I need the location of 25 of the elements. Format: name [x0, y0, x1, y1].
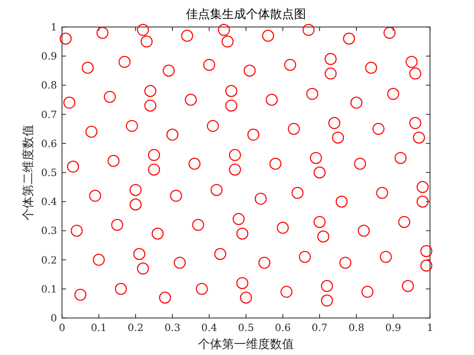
y-tick-label: 0.6 [41, 138, 57, 150]
x-tick-label: 0.6 [274, 323, 291, 334]
x-tick-label: 0.1 [90, 323, 107, 334]
y-tick-label: 0.7 [41, 110, 57, 121]
y-tick-label: 0.3 [41, 226, 57, 238]
x-tick-label: 0.5 [238, 323, 254, 334]
x-tick-label: 0.2 [128, 323, 144, 334]
y-tick-label: 0.4 [41, 197, 57, 208]
x-tick-label: 0.7 [312, 323, 328, 334]
y-tick-label: 0.1 [41, 284, 57, 296]
y-tick-label: 1 [50, 22, 57, 34]
x-axis-title: 个体第一维度数值 [198, 337, 294, 351]
x-tick-label: 0.9 [385, 323, 402, 334]
y-tick-label: 0.5 [41, 168, 57, 179]
x-tick-label: 0.8 [348, 323, 364, 334]
y-tick-label: 0 [50, 314, 57, 324]
x-tick-label: 1 [426, 323, 434, 334]
y-tick-label: 0.2 [41, 255, 57, 266]
y-tick-label: 0.9 [41, 52, 57, 63]
x-tick-label: 0 [58, 323, 66, 334]
y-axis-title: 个体第二维度数值 [21, 124, 35, 220]
x-tick-label: 0.3 [164, 323, 180, 334]
y-tick-label: 0.8 [41, 80, 57, 92]
chart-title: 佳点集生成个体散点图 [186, 7, 306, 21]
x-tick-label: 0.4 [201, 323, 218, 334]
